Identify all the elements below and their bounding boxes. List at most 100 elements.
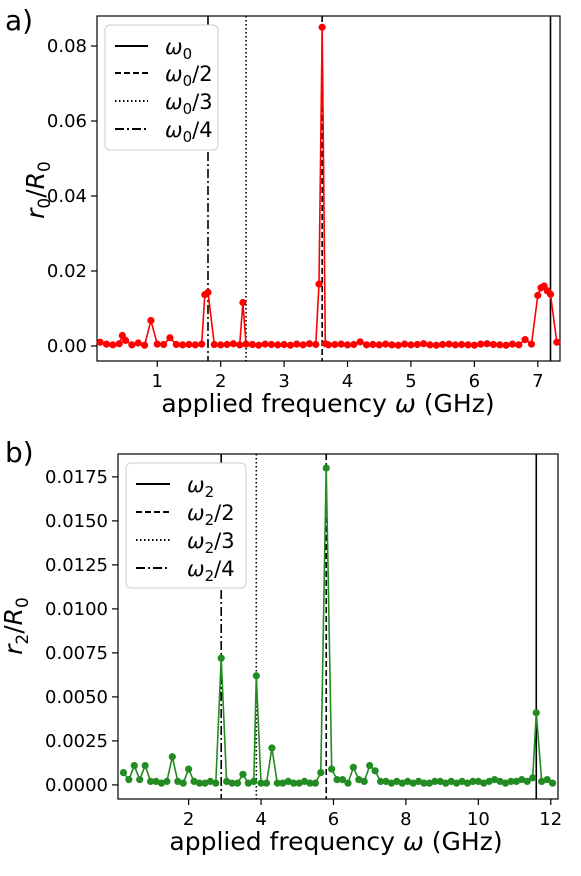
data-point-a [299, 341, 307, 349]
data-point-a [315, 280, 323, 288]
data-point-b [431, 777, 439, 785]
data-point-a [312, 340, 320, 349]
data-point-a [96, 338, 104, 346]
data-point-a [394, 341, 402, 349]
data-point-a [210, 340, 218, 349]
y-tick-label-b: 0.0050 [45, 687, 108, 708]
data-point-a [337, 340, 345, 348]
data-point-b [393, 777, 401, 785]
x-ticks-b: 2 4 6 8 10 12 [183, 799, 562, 830]
data-point-a [217, 341, 225, 349]
y-tick-label-a: 0.06 [47, 111, 87, 132]
data-point-a [191, 341, 199, 349]
x-axis-label-b: applied frequency ω (GHz) [169, 827, 502, 856]
data-point-a [445, 340, 453, 348]
data-point-b [146, 777, 155, 785]
y-ticks-a: 0.00 0.02 0.04 0.06 0.08 [47, 36, 97, 357]
legend-a: ω0 ω0/2 ω0/3 ω0/4 [104, 24, 219, 151]
data-point-a [185, 340, 193, 349]
data-point-b [217, 654, 225, 662]
data-point-a [331, 340, 339, 349]
data-point-a [128, 341, 136, 349]
data-point-a [426, 341, 434, 349]
data-point-a [293, 340, 301, 348]
data-point-b [328, 765, 336, 773]
data-point-b [174, 777, 182, 785]
data-point-a [267, 340, 276, 349]
data-point-b [157, 779, 166, 787]
data-point-a [464, 341, 472, 349]
data-point-b [523, 777, 531, 785]
y-tick-label-a: 0.08 [47, 36, 87, 57]
y-axis-label-a: r0/R0 [21, 161, 55, 219]
x-tick-label-a: 1 [152, 371, 163, 392]
data-point-b [485, 777, 493, 785]
data-point-b [404, 777, 412, 785]
data-point-a [134, 339, 142, 347]
data-point-b [543, 776, 551, 784]
data-point-a [236, 341, 244, 349]
data-point-b [290, 779, 298, 787]
data-point-a [356, 338, 364, 346]
data-point-b [136, 776, 144, 784]
data-point-a [534, 291, 542, 299]
data-point-b [338, 776, 347, 784]
data-point-a [407, 341, 415, 349]
data-point-b [463, 779, 472, 787]
y-tick-label-b: 0.0175 [45, 467, 108, 488]
data-point-a [546, 290, 555, 298]
data-point-b [244, 779, 252, 787]
data-point-b [344, 779, 352, 787]
data-point-b [496, 777, 504, 785]
legend-a-omega0-4: ω0/4 [165, 118, 213, 146]
y-tick-label-b: 0.0075 [45, 643, 108, 664]
data-point-b [512, 777, 520, 785]
y-tick-label-b: 0.0125 [45, 555, 108, 576]
data-point-b [355, 776, 363, 784]
data-point-b [168, 753, 176, 761]
data-point-b [195, 779, 204, 787]
data-point-b [366, 761, 374, 770]
data-point-b [387, 779, 396, 787]
data-point-b [268, 744, 276, 752]
data-point-b [212, 779, 220, 787]
data-point-a [102, 340, 111, 348]
data-point-b [458, 777, 466, 785]
data-point-a [362, 341, 371, 349]
data-point-a [508, 340, 517, 348]
panel-b-label: b) [5, 436, 34, 469]
data-point-b [201, 779, 209, 787]
data-point-b [371, 767, 379, 775]
data-point-a [381, 340, 390, 348]
data-point-b [382, 777, 390, 785]
data-point-b [190, 777, 198, 785]
data-point-a [255, 341, 263, 349]
x-tick-label-b: 8 [400, 809, 411, 830]
legend-b-omega2-4: ω2/4 [187, 557, 235, 585]
data-point-a [166, 334, 174, 342]
data-point-a [239, 298, 247, 307]
series-b [119, 464, 557, 787]
data-point-b [206, 777, 214, 785]
data-point-a [350, 340, 358, 349]
x-tick-label-b: 10 [467, 809, 490, 830]
data-point-a [527, 340, 536, 348]
data-point-b [453, 779, 461, 787]
data-point-a [198, 340, 206, 348]
data-point-b [119, 768, 128, 777]
data-point-a [553, 338, 561, 346]
x-tick-label-a: 6 [469, 371, 480, 392]
data-point-a [223, 340, 231, 349]
data-point-b [257, 779, 265, 787]
x-tick-label-b: 12 [539, 809, 562, 830]
data-point-a [521, 336, 529, 344]
data-point-b [447, 777, 455, 785]
y-tick-label-b: 0.0025 [45, 731, 108, 752]
data-point-a [286, 341, 295, 349]
data-point-b [474, 777, 482, 785]
data-point-a [388, 341, 396, 349]
data-point-a [413, 340, 421, 349]
data-point-b [333, 776, 341, 784]
data-point-a [470, 341, 478, 349]
data-point-b [179, 779, 187, 787]
